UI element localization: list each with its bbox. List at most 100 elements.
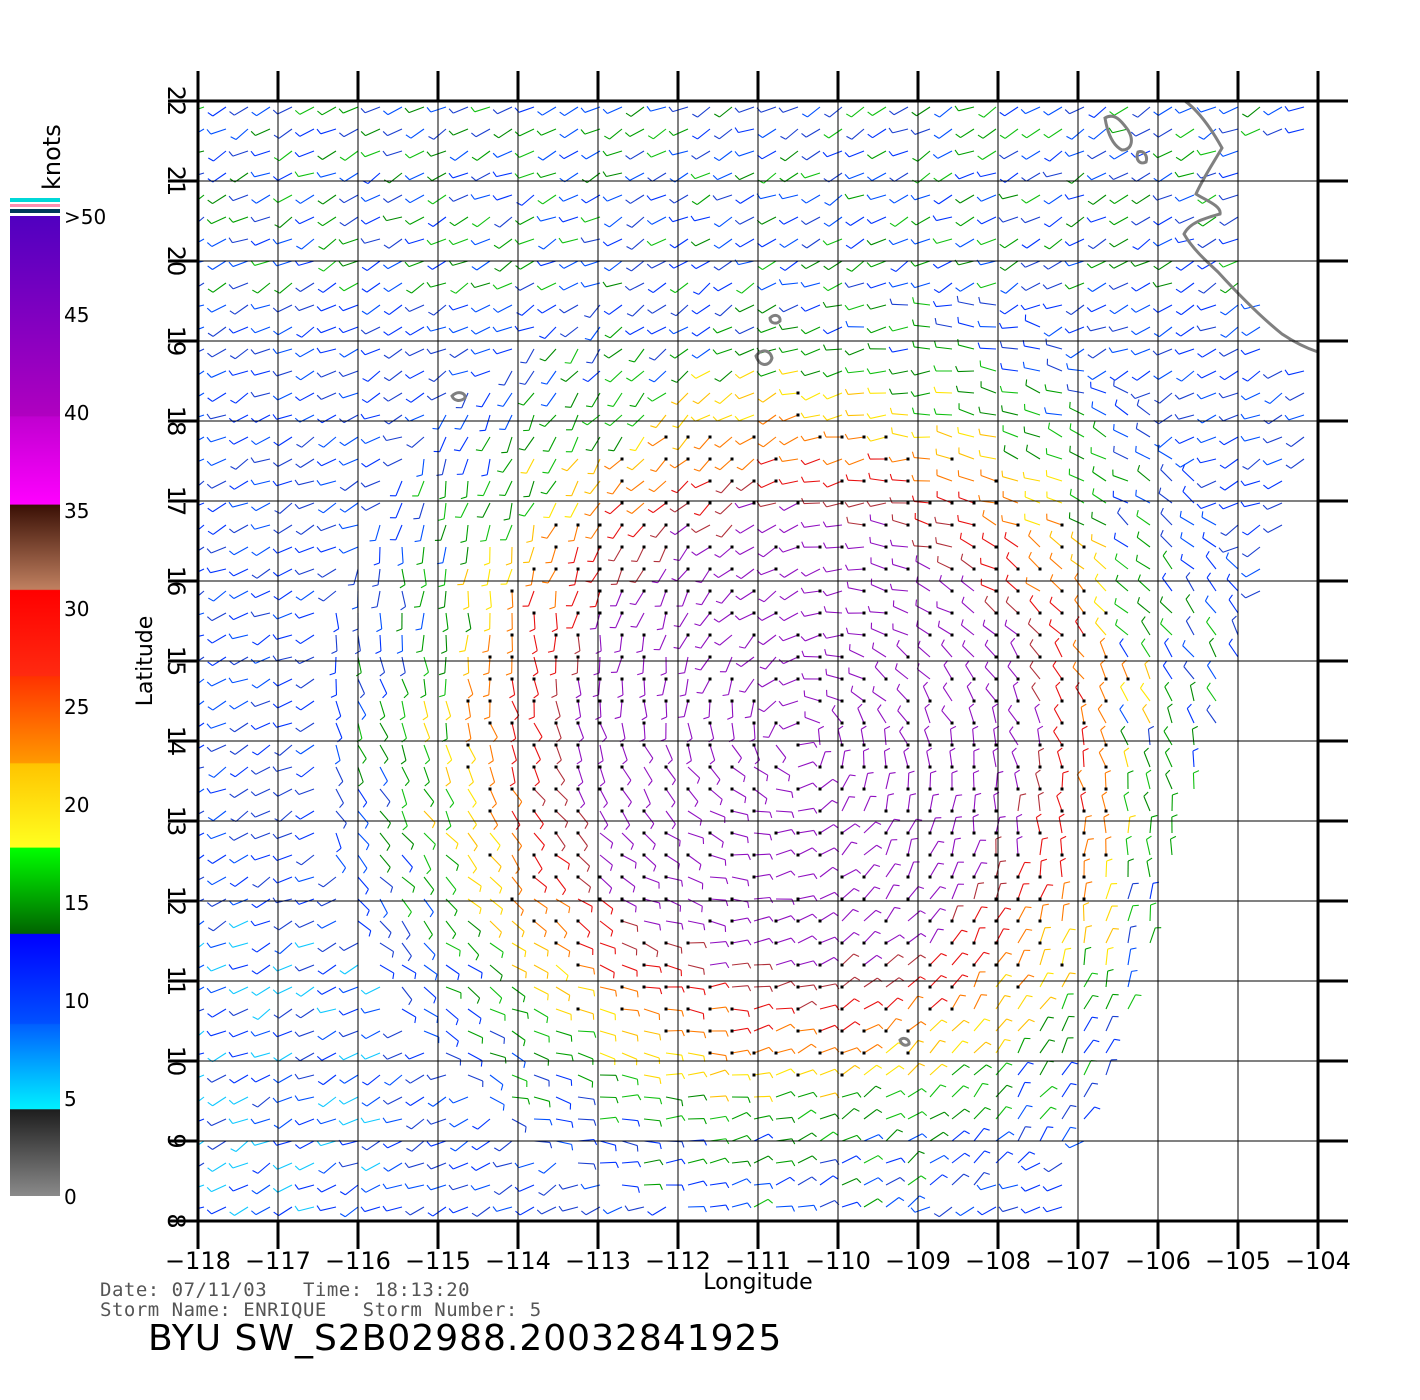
wind-barb-feather (637, 672, 644, 676)
wind-barb (657, 568, 667, 583)
wind-barb-feather (536, 130, 542, 136)
wind-barb (1201, 370, 1217, 379)
wind-barb (958, 452, 975, 460)
wind-barb-feather (876, 1064, 883, 1069)
wind-barb-feather (1048, 1039, 1056, 1042)
wind-barb (694, 172, 711, 180)
wind-barb-feather (520, 361, 527, 364)
wind-barb (233, 568, 249, 577)
wind-barb (323, 238, 337, 250)
rain-flag (906, 699, 910, 703)
wind-barb (1135, 495, 1151, 504)
wind-barb (299, 920, 315, 928)
wind-barb-feather (769, 1115, 774, 1122)
wind-barb (892, 348, 909, 353)
wind-barb-feather (1109, 111, 1115, 116)
rain-flag (1038, 655, 1042, 659)
wind-barb-feather (1020, 304, 1026, 311)
wind-barb (687, 1052, 704, 1057)
wind-barb (528, 590, 535, 607)
rain-flag (862, 589, 866, 593)
wind-barb-feather (382, 435, 387, 441)
wind-barb-feather (1026, 1104, 1033, 1108)
wind-barb (198, 546, 205, 552)
rain-flag (818, 589, 822, 593)
wind-barb (606, 194, 623, 202)
wind-barb (379, 920, 392, 933)
wind-barb-feather (404, 306, 410, 312)
wind-barb (719, 304, 733, 317)
wind-barb (546, 392, 557, 407)
wind-barb (1026, 150, 1041, 160)
wind-barb (423, 656, 429, 673)
wind-barb-feather (206, 681, 212, 687)
wind-barb-feather (479, 885, 482, 893)
wind-barb (784, 238, 799, 248)
wind-barb (665, 964, 682, 971)
wind-barb-feather (758, 598, 765, 603)
wind-barb (643, 942, 659, 952)
wind-barb-feather (206, 942, 212, 948)
wind-barb (364, 1118, 381, 1124)
rain-flag (620, 699, 624, 703)
wind-barb (453, 128, 469, 136)
wind-barb (467, 920, 481, 932)
wind-barb-feather (1160, 618, 1164, 625)
wind-barb (1267, 502, 1283, 510)
wind-barb-feather (701, 906, 703, 913)
wind-barb (453, 106, 469, 114)
wind-barb-feather (667, 759, 673, 765)
wind-barb-feather (984, 1018, 991, 1022)
wind-barb-feather (1045, 338, 1048, 345)
wind-barb-feather (295, 815, 301, 820)
wind-barb (298, 546, 315, 554)
wind-barb (1049, 602, 1063, 614)
wind-barb (423, 766, 430, 783)
rain-flag (972, 545, 976, 549)
rain-flag (774, 479, 778, 483)
wind-barb (1049, 624, 1063, 636)
wind-barb-feather (567, 561, 574, 564)
wind-barb-feather (1009, 726, 1014, 732)
wind-barb (630, 194, 645, 204)
wind-barb-feather (690, 373, 697, 379)
rain-flag (730, 479, 734, 483)
wind-barb-feather (294, 1144, 301, 1149)
wind-barb (739, 370, 755, 379)
wind-barb-feather (692, 113, 698, 118)
wind-barb-feather (455, 843, 459, 850)
wind-barb (1061, 905, 1065, 922)
wind-barb-feather (339, 221, 345, 227)
wind-barb (1200, 150, 1217, 156)
wind-barb (1119, 708, 1129, 724)
wind-barb-feather (1264, 400, 1271, 404)
wind-barb-feather (229, 528, 235, 534)
wind-barb (740, 194, 755, 204)
wind-barb (489, 1052, 506, 1059)
wind-barb-feather (450, 1147, 456, 1152)
wind-barb (797, 807, 814, 812)
rain-flag (598, 765, 602, 769)
wind-barb-feather (1136, 399, 1140, 406)
wind-barb (863, 1108, 878, 1120)
wind-barb-feather (1023, 426, 1026, 433)
wind-barb (643, 986, 660, 989)
wind-barb-feather (691, 200, 698, 206)
wind-barb (1047, 260, 1063, 270)
rain-flag (774, 1051, 778, 1055)
wind-barb-feather (1006, 1018, 1013, 1022)
wind-barb-feather (1218, 194, 1224, 201)
wind-barb (841, 932, 855, 944)
wind-barb-feather (1160, 529, 1164, 536)
wind-barb (651, 216, 667, 225)
wind-barb-feather (626, 779, 632, 786)
wind-barb (198, 480, 205, 487)
wind-barb (650, 106, 667, 112)
wind-barb (257, 1008, 271, 1020)
wind-barb (782, 348, 799, 354)
wind-barb-feather (933, 408, 937, 415)
wind-barb (651, 238, 667, 246)
wind-barb (1180, 458, 1195, 468)
wind-barb (1009, 731, 1019, 746)
wind-barb-feather (932, 263, 939, 269)
